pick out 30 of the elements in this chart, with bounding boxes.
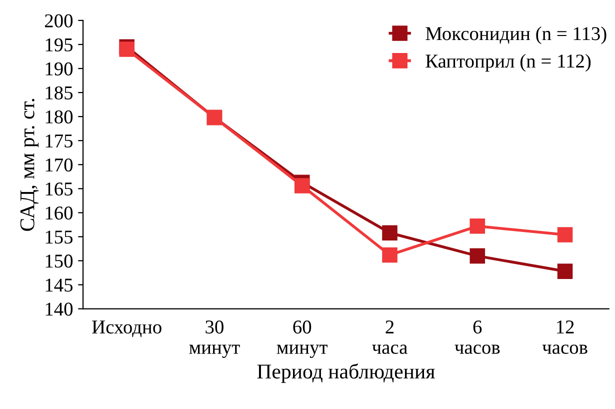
x-tick-label: 30 минут bbox=[189, 320, 240, 358]
y-tick-label: 180 bbox=[46, 110, 73, 124]
x-tick-label: 60 минут bbox=[276, 320, 328, 358]
y-tick-label: 195 bbox=[46, 38, 73, 52]
y-tick-label: 170 bbox=[46, 158, 73, 172]
point bbox=[470, 218, 486, 234]
y-axis-title: САД, мм рт. ст. bbox=[20, 98, 39, 231]
point bbox=[382, 225, 398, 241]
x-axis-title: Период наблюдения bbox=[257, 363, 435, 383]
y-tick-label: 160 bbox=[46, 206, 73, 220]
y-tick-label: 200 bbox=[44, 14, 73, 28]
y-tick-label: 190 bbox=[46, 62, 73, 76]
y-tick-label: 155 bbox=[46, 230, 73, 244]
y-tick-label: 145 bbox=[46, 278, 73, 292]
y-tick-label: 140 bbox=[46, 302, 73, 316]
x-tick-label: 6 часов bbox=[454, 320, 500, 354]
y-tick-label: 175 bbox=[46, 134, 73, 148]
point bbox=[557, 264, 573, 279]
x-tick-label: 2 часа bbox=[372, 320, 408, 354]
point bbox=[382, 247, 398, 263]
y-tick-label: 185 bbox=[46, 86, 73, 100]
legend-label: Моксонидин (n = 113) bbox=[426, 26, 606, 44]
point bbox=[557, 227, 573, 242]
legend-label: Каптоприл (n = 112) bbox=[426, 54, 591, 72]
y-tick-label: 165 bbox=[46, 182, 73, 196]
x-tick-label: Исходно bbox=[92, 320, 162, 338]
point bbox=[470, 248, 486, 264]
y-tick-label: 150 bbox=[46, 254, 73, 268]
point bbox=[294, 178, 310, 194]
x-tick-label: 12 часов bbox=[542, 320, 588, 354]
